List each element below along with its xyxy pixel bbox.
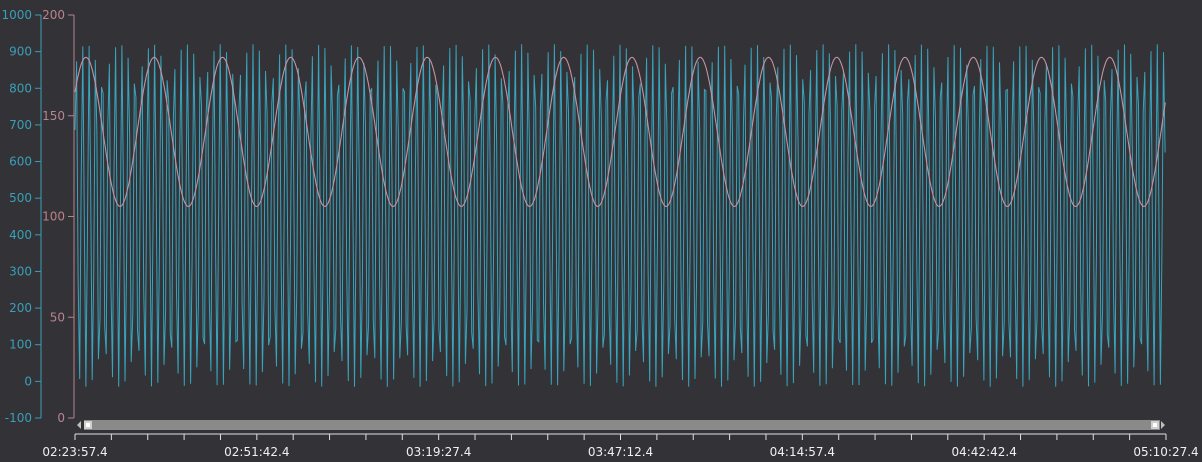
scroll-right-arrow-icon[interactable] (1161, 421, 1165, 429)
y-tick-label: 0 (24, 374, 32, 388)
x-tick-label: 02:51:42.4 (224, 445, 289, 459)
series-line-0 (74, 44, 1166, 387)
series-line-1 (74, 56, 1166, 207)
x-tick-label: 03:47:12.4 (588, 445, 653, 459)
y-tick-label: 900 (9, 45, 32, 59)
y-tick-label: 300 (9, 264, 32, 278)
x-tick-label: 05:10:27.4 (1133, 445, 1198, 459)
y-tick-label: 1000 (1, 8, 32, 22)
y-tick-label: 400 (9, 228, 32, 242)
y-tick-label: 600 (9, 155, 32, 169)
y-tick-label: 500 (9, 191, 32, 205)
x-tick-label: 04:42:42.4 (951, 445, 1016, 459)
scrollbar-left-handle-dot (86, 423, 90, 427)
scrollbar-track[interactable] (84, 420, 1160, 430)
y-tick-label: 700 (9, 118, 32, 132)
x-tick-label: 02:23:57.4 (42, 445, 107, 459)
x-tick-label: 03:19:27.4 (406, 445, 471, 459)
y-tick-label: 100 (42, 210, 65, 224)
y-tick-label: 100 (9, 338, 32, 352)
y-tick-label: -100 (5, 411, 32, 425)
x-tick-label: 04:14:57.4 (770, 445, 835, 459)
y-tick-label: 50 (50, 310, 65, 324)
y-tick-label: 150 (42, 109, 65, 123)
y-tick-label: 200 (9, 301, 32, 315)
scroll-left-arrow-icon[interactable] (77, 421, 81, 429)
y-tick-label: 800 (9, 81, 32, 95)
scrollbar-right-handle-dot (1153, 423, 1157, 427)
y-tick-label: 0 (57, 411, 65, 425)
y-tick-label: 200 (42, 8, 65, 22)
